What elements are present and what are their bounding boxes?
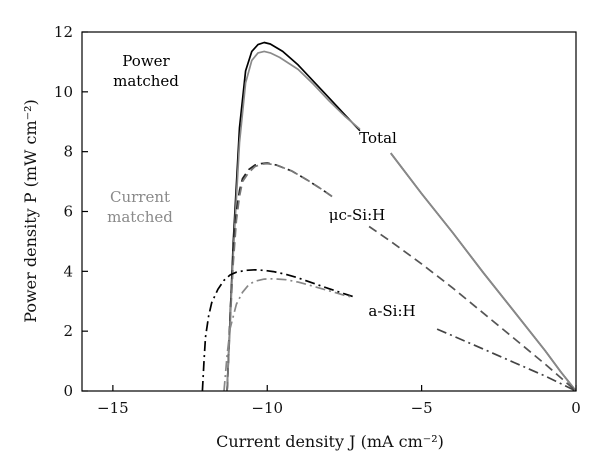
annotation-a-si-h: a-Si:H	[368, 302, 415, 320]
x-tick-label: 0	[571, 399, 581, 417]
series-line-3	[226, 50, 361, 392]
y-tick-label: 6	[63, 203, 73, 221]
annotation-total: Total	[359, 129, 397, 147]
series-line-4	[390, 152, 577, 392]
annotation-current-matched: Current matched	[107, 188, 173, 226]
y-axis-title: Power density P (mW cm⁻²)	[21, 99, 40, 323]
x-axis-title: Current density J (mA cm⁻²)	[216, 432, 444, 451]
series-line-7	[368, 225, 577, 392]
y-tick-label: 4	[63, 262, 73, 280]
series-line-5	[226, 162, 333, 392]
series-line-9	[223, 277, 354, 392]
annotations-layer: Power matched Current matched Total μc-Si:H a-…	[107, 52, 415, 320]
y-tick-label: 10	[54, 83, 73, 101]
y-tick-label: 2	[63, 322, 73, 340]
y-tick-label: 12	[54, 23, 73, 41]
series-line-8	[201, 268, 354, 392]
annotation-uc-si-h: μc-Si:H	[329, 206, 385, 224]
series-line-10	[436, 328, 577, 392]
x-tick-label: −15	[97, 399, 129, 417]
ticks-layer: −15 −10 −5 0 0 2 4 6 8 10 12	[54, 23, 581, 417]
series-layer	[201, 41, 577, 392]
series-line-1	[226, 41, 361, 392]
x-tick-label: −5	[411, 399, 433, 417]
x-tick-label: −10	[251, 399, 283, 417]
series-line-6	[226, 162, 333, 392]
y-tick-label: 0	[63, 382, 73, 400]
annotation-power-matched: Power matched	[113, 52, 179, 90]
y-tick-label: 8	[63, 143, 73, 161]
